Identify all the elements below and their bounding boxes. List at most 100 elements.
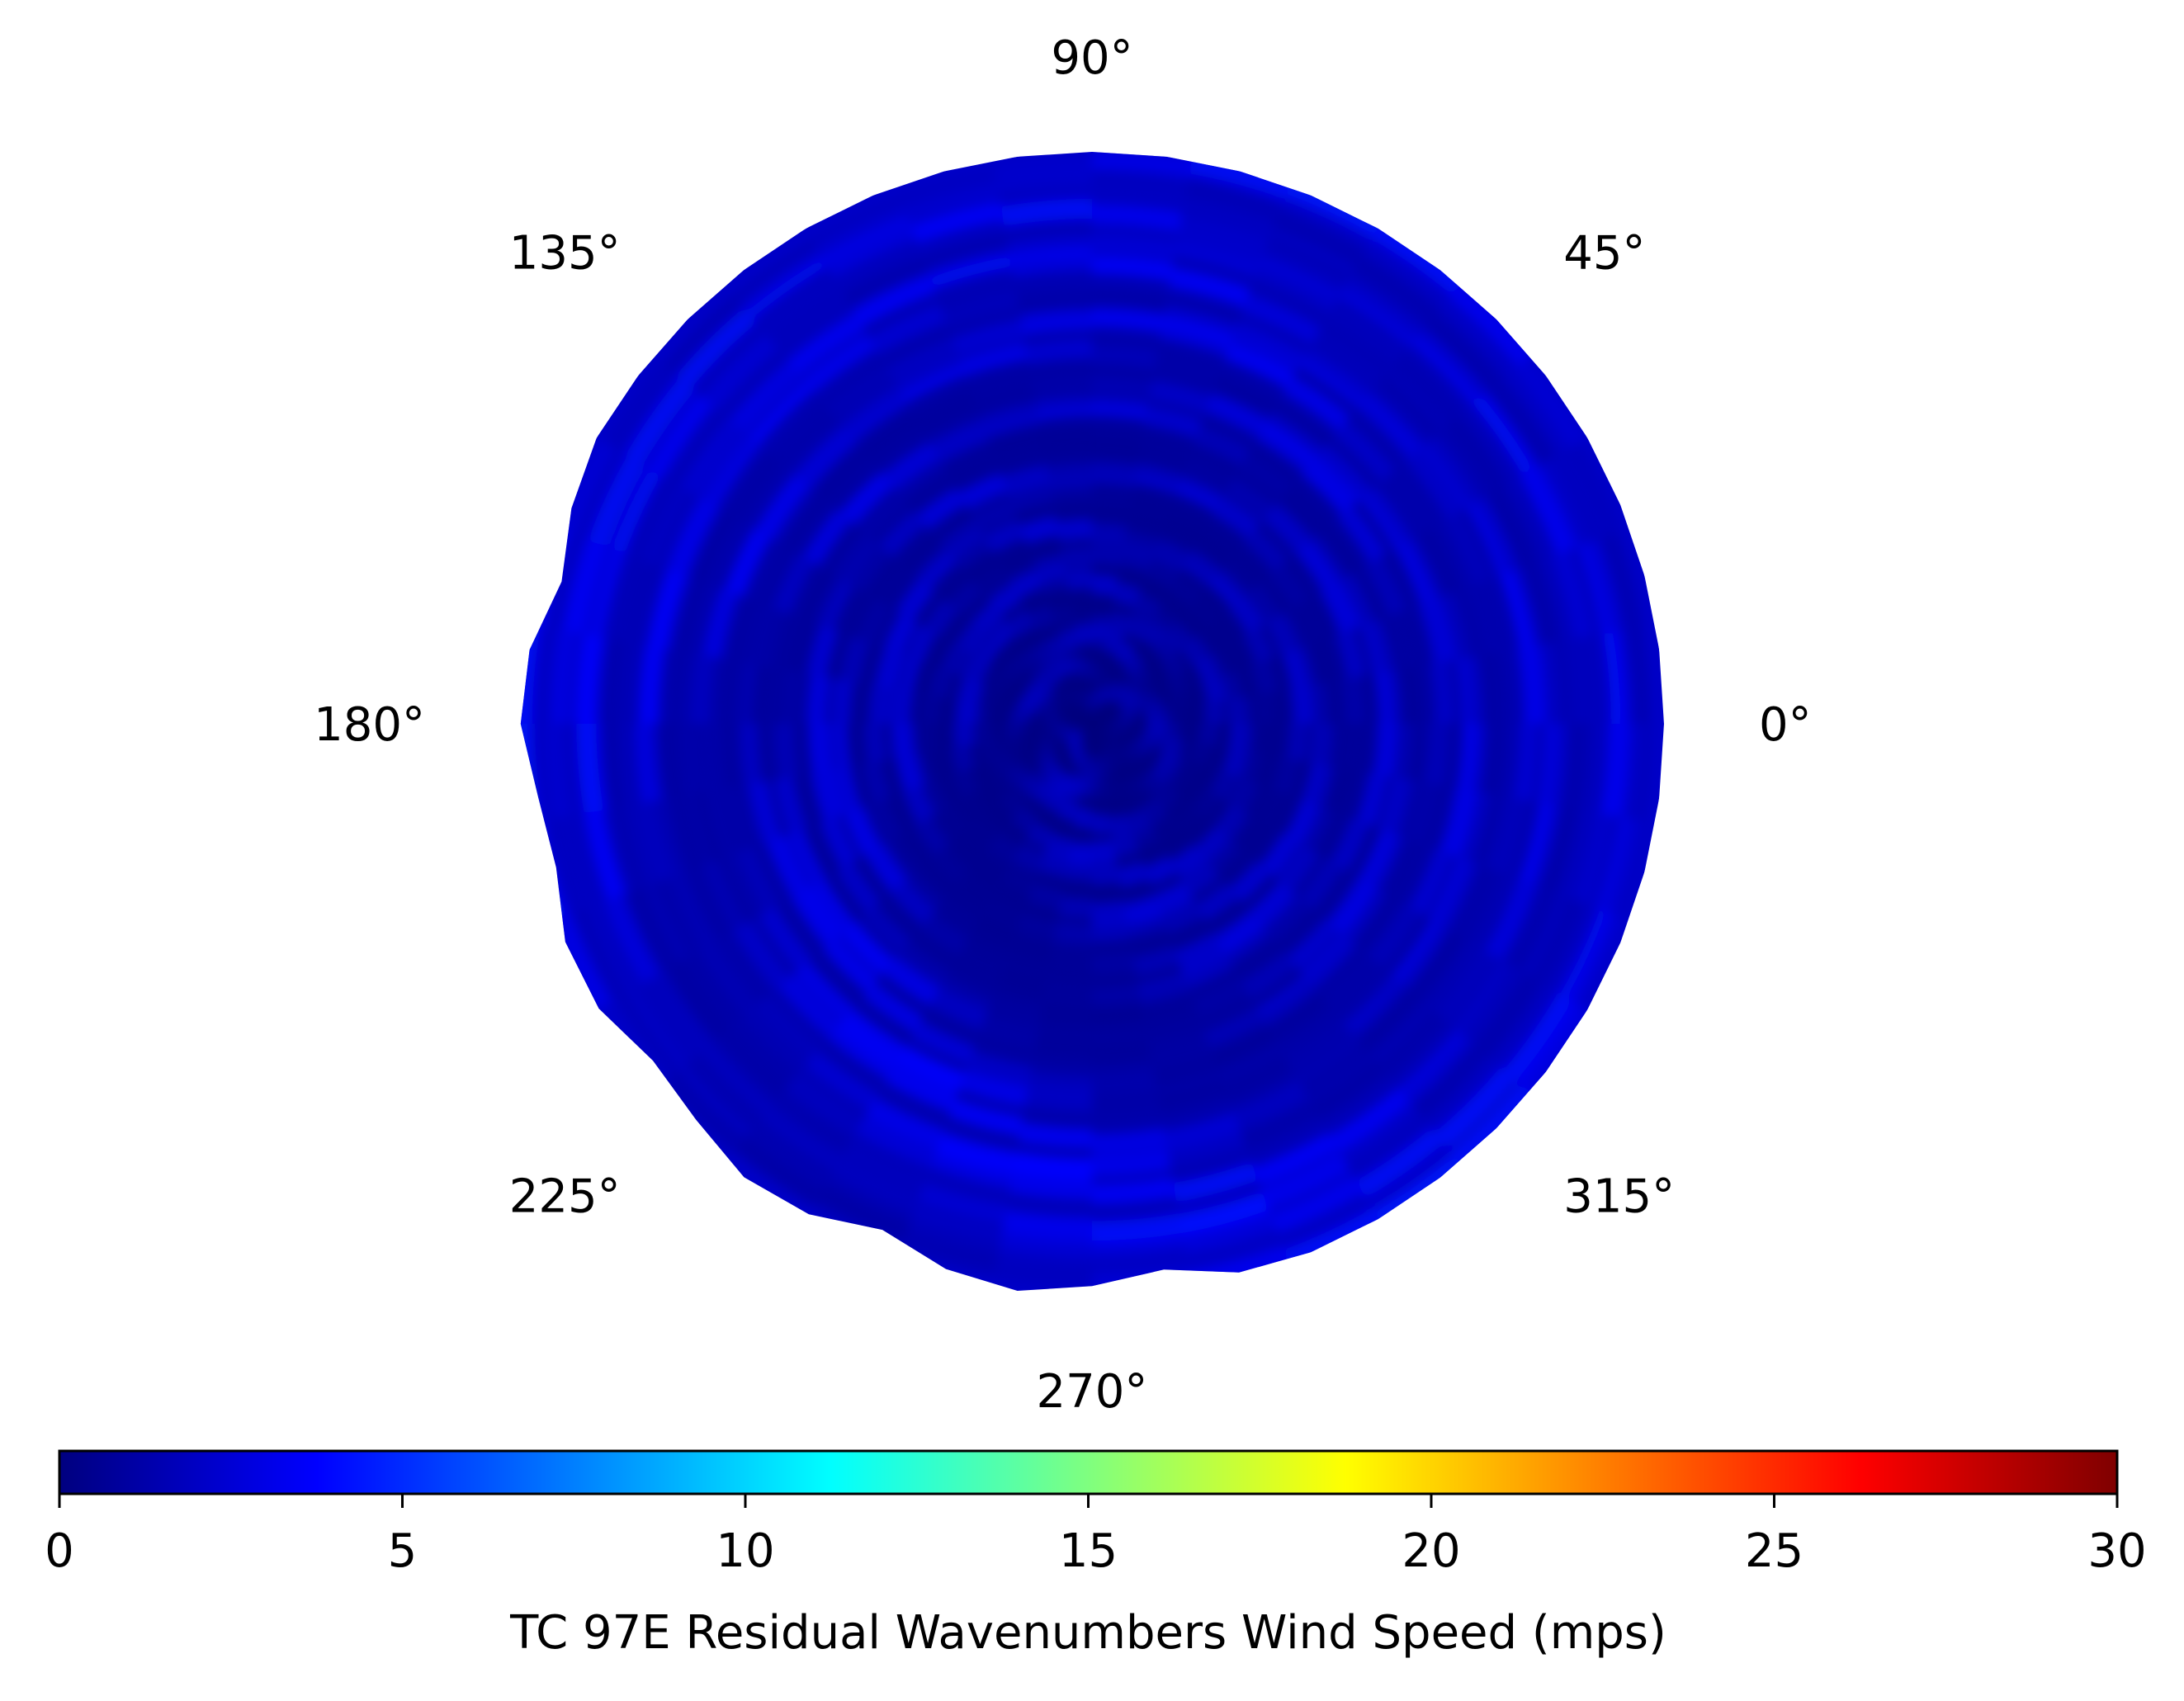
wind-band-segment xyxy=(1393,667,1419,725)
wind-band-segment xyxy=(727,597,763,664)
wind-band-segment xyxy=(1091,950,1136,975)
wind-band-segment xyxy=(882,835,922,881)
wind-band-segment xyxy=(801,333,877,394)
wind-band-segment xyxy=(1260,833,1299,878)
wind-band-segment xyxy=(1109,723,1129,730)
wind-band-segment xyxy=(1103,753,1119,774)
theta-tick-label: 225° xyxy=(509,1169,621,1223)
wind-band-segment xyxy=(663,295,745,377)
wind-band-segment xyxy=(665,496,716,576)
wind-band-segment xyxy=(958,1071,1028,1108)
wind-band-segment xyxy=(1567,636,1595,725)
wind-band-segment xyxy=(955,621,986,655)
wind-band-segment xyxy=(682,950,745,1028)
wind-band-segment xyxy=(576,723,604,814)
theta-tick-label: 180° xyxy=(314,698,425,752)
wind-band-segment xyxy=(1243,626,1275,664)
wind-band-segment xyxy=(1265,501,1315,550)
wind-band-segment xyxy=(1058,628,1079,652)
wind-band-segment xyxy=(520,723,540,825)
theta-tick-label: 45° xyxy=(1563,227,1645,281)
wind-band-segment xyxy=(1067,654,1084,676)
wind-band-segment xyxy=(603,895,659,984)
wind-band-segment xyxy=(1222,669,1248,701)
wind-band-segment xyxy=(868,304,947,354)
wind-band-segment xyxy=(1252,787,1285,827)
wind-band-segment xyxy=(889,451,945,498)
wind-band-segment xyxy=(1211,1025,1276,1070)
wind-band-segment xyxy=(998,1234,1093,1263)
wind-band-segment xyxy=(826,527,873,581)
wind-band-segment xyxy=(1135,457,1184,489)
wind-band-segment xyxy=(985,835,1019,868)
wind-band-segment xyxy=(801,881,851,939)
wind-band-segment xyxy=(1173,1161,1259,1203)
wind-band-segment xyxy=(1272,209,1366,267)
wind-band-segment xyxy=(1516,1000,1590,1094)
wind-band-segment xyxy=(1372,1153,1466,1227)
wind-band-segment xyxy=(765,835,809,898)
wind-speed-bands xyxy=(520,152,1651,1291)
wind-band-segment xyxy=(606,465,662,555)
wind-band-segment xyxy=(958,472,1008,510)
wind-band-segment xyxy=(1153,356,1220,392)
wind-band-segment xyxy=(1038,714,1060,725)
wind-band-segment xyxy=(854,486,906,538)
wind-band-segment xyxy=(862,760,891,804)
wind-band-segment xyxy=(745,258,833,327)
wind-band-segment xyxy=(1433,858,1482,931)
wind-band-segment xyxy=(773,723,799,779)
wind-band-segment xyxy=(1046,689,1067,708)
wind-band-segment xyxy=(1194,425,1251,466)
wind-band-segment xyxy=(758,906,812,972)
wind-band-segment xyxy=(1004,723,1025,739)
wind-band-segment xyxy=(1222,748,1249,778)
wind-band-segment xyxy=(1235,1086,1312,1136)
wind-band-segment xyxy=(1369,377,1439,447)
colorbar-tick-label: 10 xyxy=(716,1524,774,1578)
wind-band-segment xyxy=(1314,723,1338,767)
wind-band-segment xyxy=(1367,903,1421,968)
wind-band-segment xyxy=(1353,254,1441,324)
wind-band-segment xyxy=(983,756,1009,782)
wind-band-segment xyxy=(1091,574,1118,597)
wind-band-segment xyxy=(1327,298,1408,363)
wind-band-segment xyxy=(1236,723,1259,753)
wind-band-segment xyxy=(1137,442,1190,475)
wind-band-segment xyxy=(1241,751,1269,786)
wind-band-segment xyxy=(806,673,830,725)
wind-band-segment xyxy=(1269,611,1304,654)
wind-band-segment xyxy=(1243,527,1288,573)
wind-band-segment xyxy=(1266,991,1330,1044)
wind-band-segment xyxy=(1163,1112,1241,1151)
wind-band-segment xyxy=(768,288,851,355)
wind-band-segment xyxy=(1091,843,1117,866)
wind-band-segment xyxy=(986,995,1042,1029)
wind-band-segment xyxy=(1383,611,1416,671)
wind-band-segment xyxy=(1044,789,1066,814)
wind-band-segment xyxy=(791,887,841,947)
wind-band-segment xyxy=(584,810,626,900)
wind-band-segment xyxy=(1128,494,1172,523)
wind-band-segment xyxy=(1166,706,1188,725)
wind-band-segment xyxy=(1002,555,1038,586)
wind-band-segment xyxy=(695,428,756,505)
wind-band-segment xyxy=(1001,464,1050,495)
wind-band-segment xyxy=(891,348,962,395)
wind-band-segment xyxy=(1408,848,1454,917)
wind-band-segment xyxy=(1395,538,1440,605)
wind-band-segment xyxy=(1308,763,1340,810)
wind-band-segment xyxy=(1485,878,1538,961)
wind-band-segment xyxy=(1163,299,1240,338)
wind-band-segment xyxy=(676,308,756,388)
wind-band-segment xyxy=(1372,221,1465,295)
colorbar-tick-label: 0 xyxy=(45,1524,74,1578)
wind-band-segment xyxy=(1064,859,1093,882)
wind-band-segment xyxy=(976,740,1001,764)
wind-band-segment xyxy=(813,1189,909,1248)
wind-band-segment xyxy=(902,785,935,825)
wind-band-segment xyxy=(1430,660,1455,725)
wind-band-segment xyxy=(1376,835,1419,898)
wind-band-segment xyxy=(1091,900,1127,924)
wind-band-segment xyxy=(1018,773,1043,798)
